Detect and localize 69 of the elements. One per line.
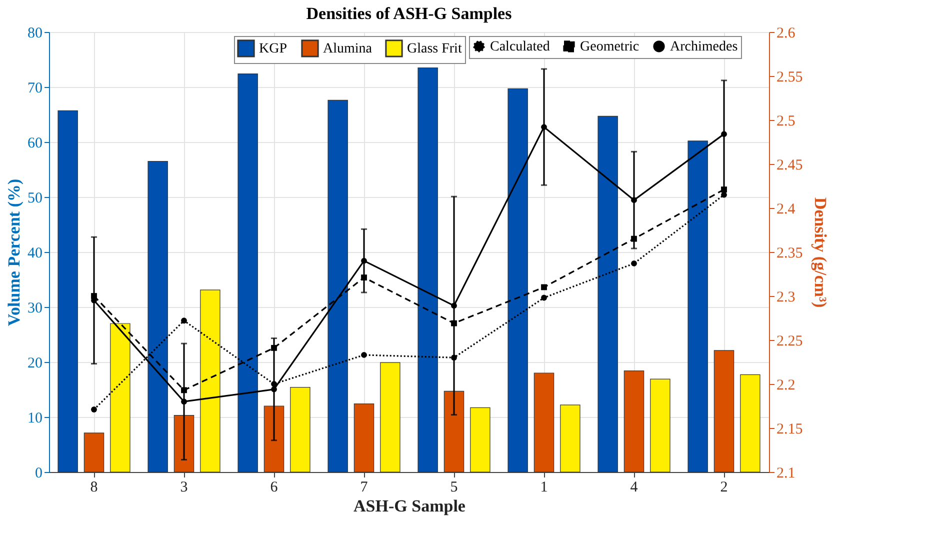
bar: [380, 362, 400, 472]
y-tick-label: 70: [28, 80, 42, 96]
bar: [624, 370, 644, 472]
bar: [148, 160, 168, 472]
y2-tick-label: 2.4: [776, 202, 796, 218]
legend-label: Geometric: [580, 39, 640, 54]
y2-tick-label: 2.1: [776, 466, 796, 482]
y2-tick-label: 2.45: [776, 158, 803, 174]
bar: [688, 140, 708, 472]
y2-tick-label: 2.3: [776, 290, 796, 306]
y-tick-label: 20: [28, 356, 42, 372]
bar: [84, 432, 104, 472]
bar: [470, 407, 490, 472]
point: [181, 318, 187, 324]
legend-label: Calculated: [490, 39, 550, 54]
y-tick-label: 80: [28, 26, 42, 42]
x-tick-label: 3: [180, 480, 188, 496]
chart-title: Densities of ASH-G Samples: [306, 4, 512, 23]
x-tick-label: 6: [270, 480, 278, 496]
x-tick-label: 8: [90, 480, 98, 496]
bar: [714, 350, 734, 472]
x-tick-label: 7: [360, 480, 368, 496]
bar: [650, 378, 670, 472]
point: [541, 284, 547, 290]
bar: [508, 88, 528, 472]
point: [721, 192, 727, 198]
y-axis-title: Volume Percent (%): [4, 178, 24, 326]
bar: [354, 404, 374, 472]
bar: [418, 67, 438, 472]
bar: [200, 290, 220, 472]
y2-axis-title: Density (g/cm³): [810, 197, 830, 308]
point: [361, 352, 367, 358]
bar: [598, 116, 618, 472]
bar: [58, 110, 78, 472]
y2-tick-label: 2.6: [776, 26, 796, 42]
bar: [534, 372, 554, 472]
y-tick-label: 60: [28, 136, 42, 152]
x-tick-label: 4: [630, 480, 638, 496]
y-tick-label: 0: [35, 466, 42, 482]
bar: [238, 74, 258, 472]
bar: [740, 374, 760, 472]
y-tick-label: 50: [28, 190, 42, 206]
x-tick-label: 2: [720, 480, 728, 496]
bar: [290, 387, 310, 472]
y2-tick-label: 2.55: [776, 70, 803, 86]
x-tick-label: 1: [540, 480, 548, 496]
y-tick-label: 40: [28, 246, 42, 262]
x-axis-title: ASH-G Sample: [354, 496, 466, 516]
y2-tick-label: 2.25: [776, 334, 803, 350]
legend-label: Archimedes: [670, 39, 738, 54]
bar: [264, 406, 284, 472]
bar: [560, 404, 580, 472]
bar: [110, 323, 130, 472]
y2-tick-label: 2.35: [776, 246, 803, 262]
y-tick-label: 30: [28, 300, 42, 316]
y2-tick-label: 2.2: [776, 378, 796, 394]
point: [91, 406, 97, 412]
x-tick-label: 5: [450, 480, 458, 496]
point: [541, 294, 547, 301]
legend-label: Alumina: [323, 41, 373, 56]
bar: [174, 415, 194, 472]
y2-tick-label: 2.15: [776, 422, 803, 438]
legend-label: Glass Frit: [407, 41, 462, 56]
bar: [444, 390, 464, 472]
y-tick-label: 10: [28, 410, 42, 426]
point: [631, 260, 637, 266]
legend-label: KGP: [259, 41, 288, 56]
bar: [328, 100, 348, 472]
y2-tick-label: 2.5: [776, 114, 796, 130]
